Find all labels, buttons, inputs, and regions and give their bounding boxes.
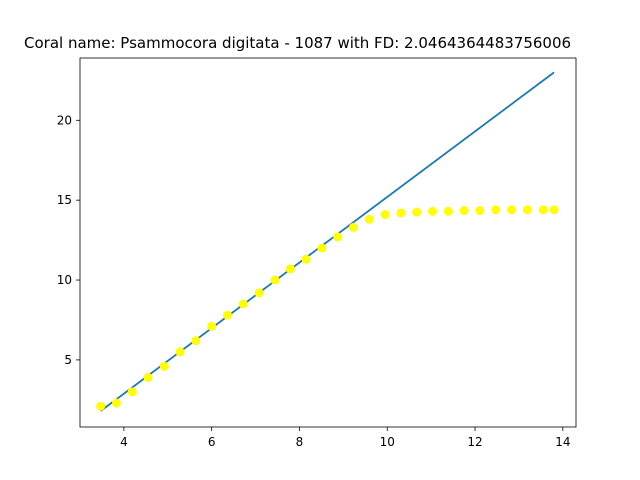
- data-point: [443, 206, 453, 216]
- y-tick-label: 20: [57, 113, 72, 127]
- chart-title: Coral name: Psammocora digitata - 1087 w…: [24, 34, 572, 52]
- data-point: [207, 321, 217, 331]
- data-point: [549, 205, 559, 215]
- y-tick-label: 10: [57, 273, 72, 287]
- fit-line: [100, 71, 555, 412]
- data-point: [254, 288, 264, 298]
- x-tick-label: 6: [208, 435, 216, 449]
- data-point: [175, 347, 185, 357]
- data-point: [238, 299, 248, 309]
- data-point: [301, 254, 311, 264]
- y-tick-label: 15: [57, 193, 72, 207]
- x-tick-label: 8: [296, 435, 304, 449]
- x-tick-label: 14: [555, 435, 570, 449]
- data-point: [506, 205, 516, 215]
- data-point: [364, 214, 374, 224]
- data-point: [380, 210, 390, 220]
- data-point: [522, 205, 532, 215]
- data-point: [127, 387, 137, 397]
- data-point: [222, 310, 232, 320]
- data-point: [475, 206, 485, 216]
- data-point: [285, 264, 295, 274]
- x-tick-label: 4: [120, 435, 128, 449]
- x-tick-label: 12: [467, 435, 482, 449]
- data-point: [459, 206, 469, 216]
- data-point: [191, 336, 201, 346]
- data-point: [427, 206, 437, 216]
- data-point: [396, 208, 406, 218]
- data-point: [348, 222, 358, 232]
- data-point: [270, 275, 280, 285]
- data-point: [96, 401, 106, 411]
- data-point: [538, 205, 548, 215]
- y-tick-label: 5: [64, 353, 72, 367]
- data-point: [159, 361, 169, 371]
- data-point: [412, 207, 422, 217]
- data-point: [333, 232, 343, 242]
- data-point: [143, 372, 153, 382]
- data-point: [111, 398, 121, 408]
- axes-frame: [79, 57, 577, 428]
- data-point: [491, 205, 501, 215]
- x-tick-label: 10: [380, 435, 395, 449]
- data-point: [317, 243, 327, 253]
